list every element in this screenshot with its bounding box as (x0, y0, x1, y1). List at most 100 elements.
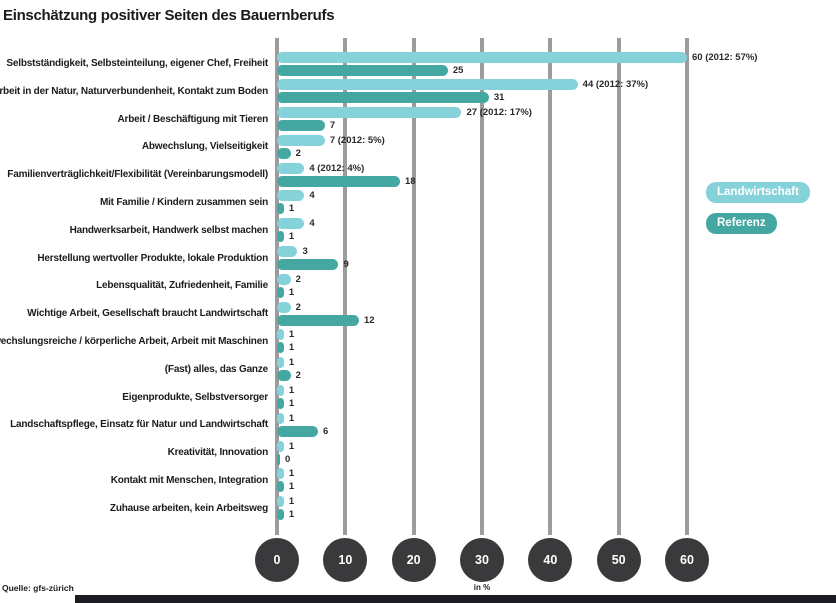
value-label-referenz: 31 (493, 92, 505, 104)
category-label: Kontakt mit Menschen, Integration (110, 474, 269, 486)
value-label-landwirtschaft: 4 (2012: 4%) (309, 162, 365, 174)
bar-referenz (277, 481, 284, 493)
legend-item-landwirtschaft: Landwirtschaft (706, 182, 810, 203)
value-label-referenz: 18 (404, 175, 416, 187)
bar-landwirtschaft (277, 51, 687, 63)
bar-rows: Selbstständigkeit, Selbsteinteilung, eig… (0, 51, 836, 524)
category-label: Lebensqualität, Zufriedenheit, Familie (96, 280, 268, 292)
x-axis-tick-60: 60 (664, 538, 709, 582)
category-label: Kreativität, Innovation (167, 447, 269, 459)
legend-item-referenz: Referenz (706, 213, 777, 234)
bar-landwirtschaft (277, 162, 305, 174)
bar-referenz (277, 147, 291, 159)
chart-row: Mit Familie / Kindern zusammen sein 4 1 (0, 190, 836, 218)
category-label: Selbstständigkeit, Selbsteinteilung, eig… (6, 58, 268, 69)
bar-referenz (277, 314, 359, 326)
gridline-60 (684, 38, 689, 535)
chart-row: Lebensqualität, Zufriedenheit, Familie 2 1 (0, 273, 836, 301)
bar-landwirtschaft (277, 134, 325, 146)
bar-landwirtschaft (277, 385, 284, 397)
value-label-landwirtschaft: 1 (288, 357, 295, 369)
bar-landwirtschaft (277, 190, 305, 202)
bar-chart: Selbstständigkeit, Selbsteinteilung, eig… (0, 38, 836, 535)
bar-landwirtschaft (277, 79, 578, 91)
chart-row: Landschaftspflege, Einsatz für Natur und… (0, 412, 836, 440)
value-label-referenz: 7 (329, 120, 336, 132)
bar-landwirtschaft (277, 107, 462, 119)
bar-landwirtschaft (277, 329, 284, 341)
gridline-10 (343, 38, 348, 535)
value-label-landwirtschaft: 1 (288, 329, 295, 341)
bar-referenz (277, 231, 284, 243)
gridline-20 (411, 38, 416, 535)
gridline-40 (548, 38, 553, 535)
value-label-referenz: 0 (285, 453, 291, 465)
chart-row: Handwerksarbeit, Handwerk selbst machen 4… (0, 218, 836, 246)
category-label: Mit Familie / Kindern zusammen sein (99, 196, 268, 208)
gridline-50 (616, 38, 621, 535)
bar-landwirtschaft (277, 246, 298, 258)
chart-row: Herstellung wertvoller Produkte, lokale … (0, 246, 836, 274)
chart-row: Abwechslungsreiche / körperliche Arbeit,… (0, 329, 836, 357)
value-label-landwirtschaft: 2 (295, 273, 301, 285)
value-label-referenz: 2 (295, 147, 301, 159)
value-label-referenz: 1 (288, 342, 295, 354)
value-label-landwirtschaft: 4 (309, 218, 315, 230)
x-axis-tick-20: 20 (391, 538, 436, 582)
chart-row: Arbeit / Beschäftigung mit Tieren 27 (201… (0, 107, 836, 135)
category-label: Arbeit in der Natur, Naturverbundenheit,… (0, 85, 268, 97)
bar-referenz (277, 398, 284, 410)
value-label-landwirtschaft: 60 (2012: 57%) (691, 51, 758, 63)
category-label: Landschaftspflege, Einsatz für Natur und… (10, 419, 268, 431)
category-label: Wichtige Arbeit, Gesellschaft braucht La… (27, 308, 268, 320)
value-label-referenz: 1 (288, 231, 295, 243)
x-axis-tick-10: 10 (323, 538, 368, 582)
x-axis-unit-label: in % (473, 583, 491, 592)
value-label-landwirtschaft: 1 (288, 412, 295, 424)
bar-landwirtschaft (277, 496, 284, 508)
category-label: Herstellung wertvoller Produkte, lokale … (37, 252, 268, 264)
bar-referenz (277, 259, 339, 271)
bar-referenz (277, 509, 284, 521)
gridline-0 (275, 38, 279, 535)
bar-referenz (277, 453, 280, 465)
chart-title: Einschätzung positiver Seiten des Bauern… (3, 7, 335, 24)
bar-landwirtschaft (277, 273, 291, 285)
category-label: Abwechslung, Vielseitigkeit (141, 141, 268, 153)
x-axis-tick-30: 30 (459, 538, 504, 582)
category-label: Eigenprodukte, Selbstversorger (122, 391, 268, 403)
chart-row: Eigenprodukte, Selbstversorger 1 1 (0, 385, 836, 413)
value-label-landwirtschaft: 44 (2012: 37%) (582, 79, 649, 91)
bar-referenz (277, 175, 400, 187)
value-label-referenz: 9 (343, 259, 349, 271)
chart-row: Familienverträglichkeit/Flexibilität (Ve… (0, 162, 836, 190)
bar-referenz (277, 370, 291, 382)
bar-landwirtschaft (277, 440, 284, 452)
chart-row: Abwechslung, Vielseitigkeit 7 (2012: 5%) 2 (0, 134, 836, 162)
legend: Landwirtschaft Referenz (706, 182, 836, 244)
value-label-referenz: 1 (288, 509, 295, 521)
value-label-landwirtschaft: 1 (288, 440, 295, 452)
bar-referenz (277, 92, 489, 104)
x-axis-tick-50: 50 (596, 538, 641, 582)
bar-landwirtschaft (277, 412, 284, 424)
value-label-referenz: 6 (322, 425, 329, 437)
value-label-landwirtschaft: 3 (302, 246, 308, 258)
chart-row: Kontakt mit Menschen, Integration 1 1 (0, 468, 836, 496)
x-axis-tick-0: 0 (255, 538, 299, 582)
value-label-landwirtschaft: 7 (2012: 5%) (329, 134, 385, 146)
gridline-30 (479, 38, 484, 535)
bar-referenz (277, 64, 448, 76)
chart-row: (Fast) alles, das Ganze 1 2 (0, 357, 836, 385)
value-label-landwirtschaft: 1 (288, 468, 295, 480)
chart-row: Zuhause arbeiten, kein Arbeitsweg 1 1 (0, 496, 836, 524)
value-label-referenz: 1 (288, 203, 295, 215)
source-note: Quelle: gfs-zürich (2, 583, 74, 593)
bar-referenz (277, 286, 284, 298)
category-label: Familienverträglichkeit/Flexibilität (Ve… (7, 169, 268, 181)
value-label-referenz: 1 (288, 286, 295, 298)
category-label: (Fast) alles, das Ganze (164, 363, 268, 375)
bar-landwirtschaft (277, 218, 305, 230)
category-label: Handwerksarbeit, Handwerk selbst machen (69, 224, 269, 236)
chart-row: Wichtige Arbeit, Gesellschaft braucht La… (0, 301, 836, 329)
